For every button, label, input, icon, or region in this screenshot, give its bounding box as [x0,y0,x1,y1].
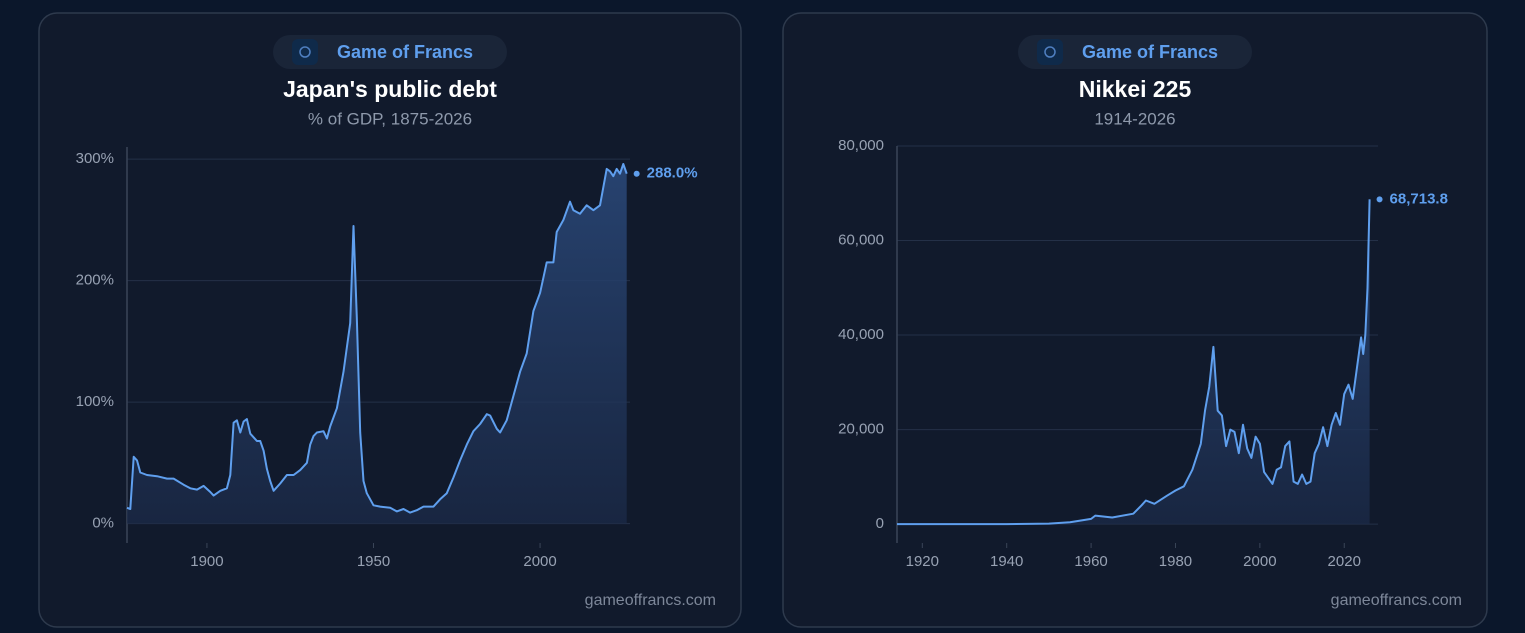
x-tick-label: 1950 [357,553,390,570]
end-label: 288.0% [647,165,698,182]
area [897,199,1370,525]
badge-icon [292,39,318,65]
y-tick-label: 200% [76,272,114,289]
y-tick-label: 20,000 [838,421,884,438]
x-tick-label: 1960 [1074,553,1107,570]
end-dot [1376,196,1383,203]
y-tick-label: 60,000 [838,231,884,248]
badge-text: Game of Francs [1082,42,1218,62]
badge-text: Game of Francs [337,42,473,62]
line [126,163,628,514]
line [897,199,1371,526]
y-tick-label: 100% [76,393,114,410]
x-tick-label: 1900 [190,553,223,570]
x-tick-label: 1940 [990,553,1023,570]
y-tick-label: 80,000 [838,137,884,154]
badge-icon-mark [299,46,311,58]
card [782,12,1488,628]
badge-icon [1037,39,1063,65]
x-tick-label: 2020 [1328,553,1361,570]
x-tick-label: 2000 [1243,553,1276,570]
y-tick-label: 0 [876,515,884,532]
chart-subtitle: 1914-2026 [1094,109,1175,128]
source: gameoffrancs.com [1331,592,1462,609]
x-tick-label: 2000 [523,553,556,570]
badge-icon-mark [1044,46,1056,58]
y-tick-label: 0% [92,515,114,532]
chart-title: Japan's public debt [283,76,497,102]
chart-title: Nikkei 225 [1079,76,1192,102]
card [38,12,742,628]
end-dot [633,170,640,177]
y-tick-label: 40,000 [838,326,884,343]
x-tick-label: 1920 [906,553,939,570]
chart-subtitle: % of GDP, 1875-2026 [308,109,472,128]
end-label: 68,713.8 [1390,190,1448,207]
area [127,164,627,524]
source: gameoffrancs.com [585,592,716,609]
x-tick-label: 1980 [1159,553,1192,570]
y-tick-label: 300% [76,150,114,167]
badge [273,35,507,69]
badge [1018,35,1252,69]
